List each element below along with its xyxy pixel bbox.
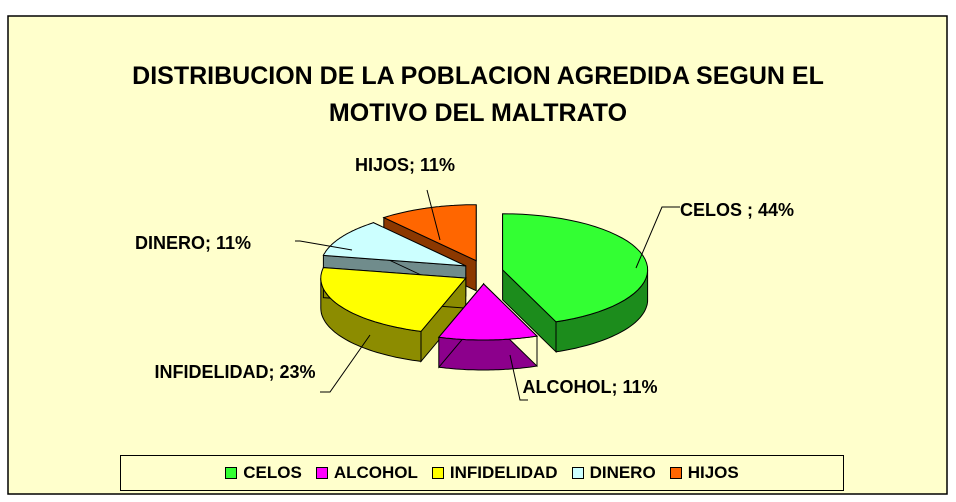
data-label: CELOS ; 44% — [680, 200, 795, 220]
legend-item: HIJOS — [669, 463, 739, 483]
slice — [322, 222, 467, 267]
legend-label: CELOS — [243, 463, 302, 482]
legend-item: CELOS — [225, 463, 302, 483]
legend-label: DINERO — [589, 463, 656, 482]
legend-label: HIJOS — [687, 463, 739, 482]
leader-line — [635, 206, 680, 269]
legend-label: ALCOHOL — [333, 463, 418, 482]
leader-line — [295, 240, 353, 251]
slice — [502, 213, 649, 323]
leader-line — [509, 354, 528, 401]
legend-swatch — [571, 467, 584, 479]
legend-swatch — [315, 467, 328, 479]
data-label: HIJOS; 11% — [355, 155, 456, 175]
slice — [320, 267, 467, 332]
leader-line — [426, 189, 441, 241]
slice — [382, 204, 477, 262]
legend: CELOS ALCOHOL INFIDELIDAD DINERO HIJOS — [120, 455, 844, 491]
data-label: INFIDELIDAD; 23% — [154, 362, 316, 382]
data-label: DINERO; 11% — [135, 233, 252, 253]
legend-swatch — [669, 467, 682, 479]
legend-item: INFIDELIDAD — [431, 463, 558, 483]
legend-swatch — [225, 467, 238, 479]
chart-title: DISTRIBUCION DE LA POBLACION AGREDIDA SE… — [132, 62, 824, 127]
legend-item: DINERO — [571, 463, 656, 483]
chart-frame — [7, 15, 948, 495]
leader-line — [320, 334, 371, 393]
slice — [437, 283, 539, 341]
legend-label: INFIDELIDAD — [449, 463, 558, 482]
data-label: ALCOHOL; 11% — [522, 377, 658, 397]
legend-item: ALCOHOL — [315, 463, 418, 483]
legend-swatch — [431, 467, 444, 479]
